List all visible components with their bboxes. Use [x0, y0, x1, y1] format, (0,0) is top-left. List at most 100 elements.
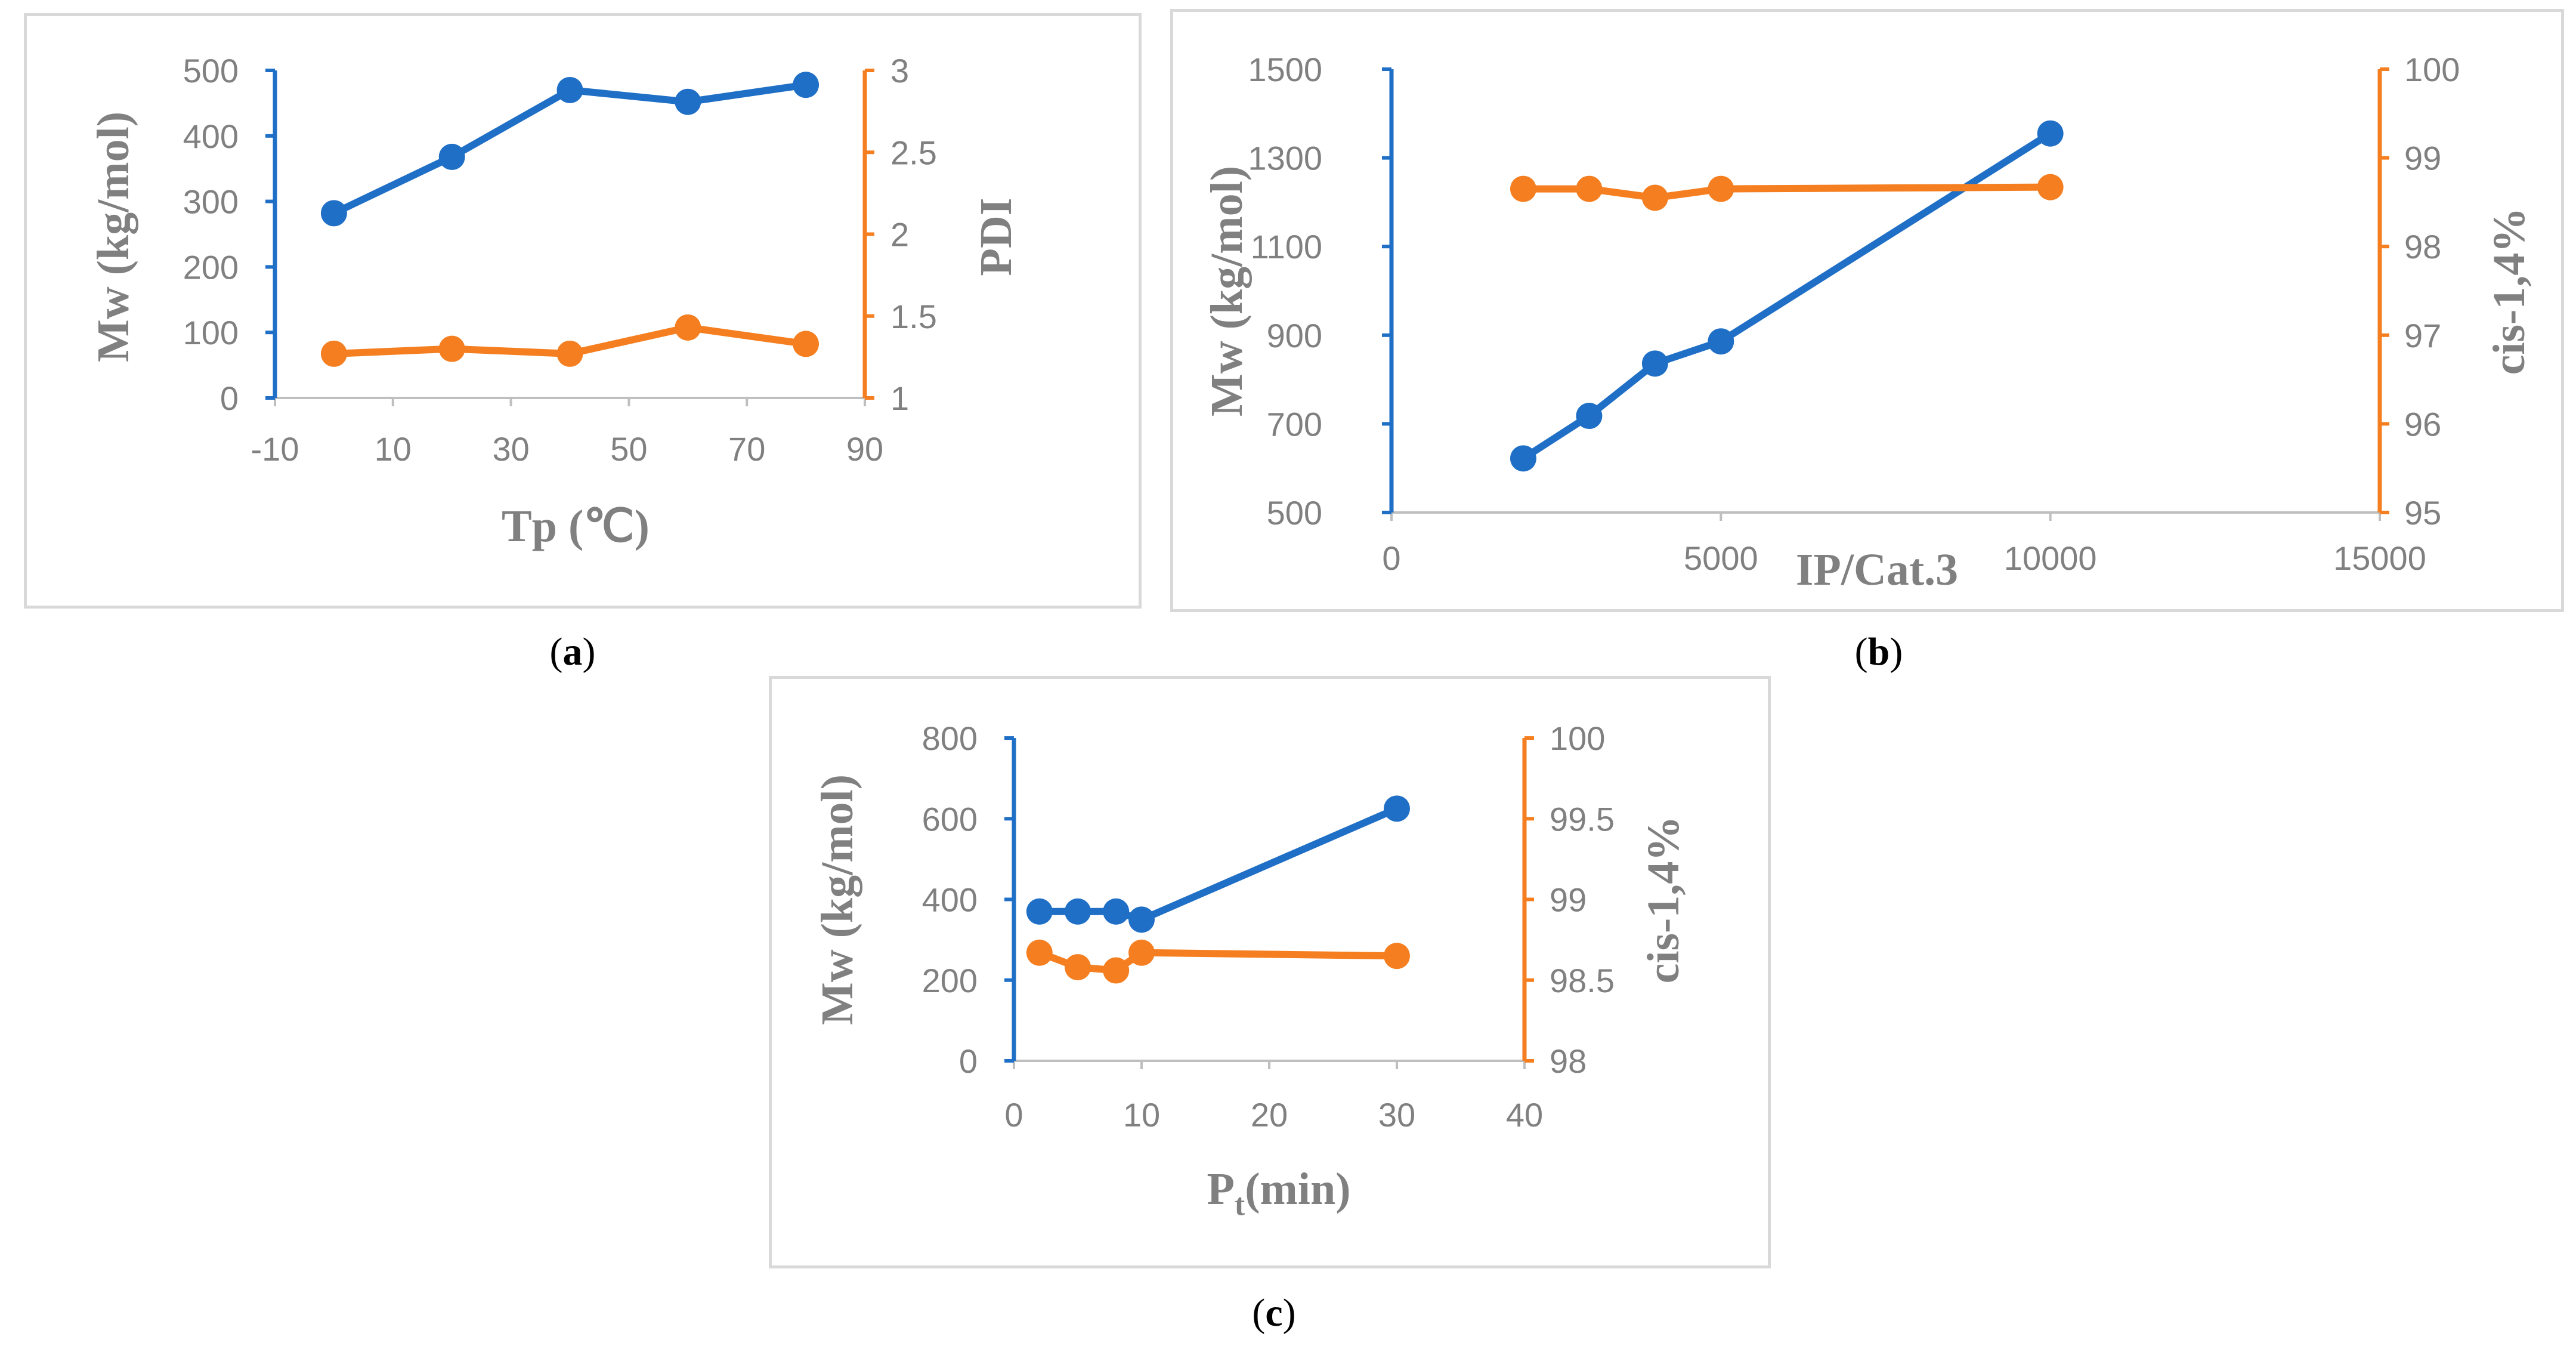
right-y-tick-label: 97 — [2404, 317, 2441, 354]
caption-b: (b) — [1789, 629, 1968, 675]
left-y-tick-label: 200 — [183, 248, 239, 286]
right-y-tick-label: 98.5 — [1550, 962, 1615, 999]
right-y-tick-label: 99 — [2404, 140, 2441, 177]
right-y-tick-label: 100 — [2404, 51, 2460, 88]
left-y-axis-title: Mw (kg/mol) — [812, 774, 862, 1025]
right-y-tick-label: 100 — [1550, 720, 1605, 757]
right-data-point — [1576, 175, 1603, 202]
x-axis-title-tail: (min) — [1245, 1164, 1350, 1214]
right-data-point — [1065, 954, 1091, 981]
chart-a-svg: -10 10 30 50 70 90 0 100 200 300 400 500 1 1.5 2 2.5 3 Mw… — [88, 52, 1021, 551]
left-y-axis-title: Mw (kg/mol) — [88, 112, 138, 362]
left-y-tick-label: 400 — [922, 881, 978, 919]
mw-data-point — [320, 200, 347, 227]
x-tick-label: 20 — [1251, 1096, 1288, 1134]
left-y-axis-title: Mw (kg/mol) — [1202, 166, 1252, 416]
x-tick-label: 50 — [610, 430, 647, 468]
x-tick-label: 30 — [1378, 1096, 1415, 1134]
right-y-tick-label: 96 — [2404, 405, 2441, 443]
right-data-point — [1384, 943, 1410, 970]
x-axis-title: IP/Cat.3 — [1796, 545, 1958, 595]
left-y-tick-label: 0 — [959, 1042, 978, 1080]
right-data-point — [438, 335, 465, 362]
x-tick-label: 15000 — [2333, 539, 2426, 577]
right-data-point — [1103, 957, 1130, 984]
mw-series-line — [1039, 805, 1399, 924]
right-y-tick-label: 95 — [2404, 494, 2441, 532]
mw-series-line — [1521, 130, 2052, 462]
left-y-tick-label: 1100 — [1251, 228, 1322, 266]
x-tick-label: 0 — [1382, 539, 1400, 577]
mw-data-point — [556, 76, 583, 103]
left-y-tick-label: 300 — [183, 183, 239, 221]
right-y-tick-label: 98 — [2404, 228, 2441, 266]
mw-data-point — [1026, 898, 1053, 925]
right-y-tick-label: 1 — [890, 379, 909, 417]
mw-data-point — [1708, 328, 1734, 355]
right-data-point — [556, 340, 583, 367]
right-data-point — [675, 314, 701, 341]
caption-c-open: ( — [1252, 1291, 1266, 1335]
right-y-axis-title: cis-1,4% — [1638, 816, 1689, 984]
left-y-tick-label: 600 — [922, 800, 978, 838]
caption-b-letter: b — [1867, 630, 1890, 674]
right-y-tick-label: 99 — [1550, 881, 1587, 919]
mw-data-point — [2037, 120, 2064, 147]
right-data-point — [2037, 174, 2064, 200]
x-axis-title: Tp (℃) — [502, 501, 650, 551]
mw-series-line — [332, 81, 806, 217]
caption-a: (a) — [483, 629, 662, 675]
right-y-tick-label: 1.5 — [890, 298, 937, 335]
left-y-tick-label: 0 — [220, 379, 239, 417]
left-y-tick-label: 900 — [1267, 317, 1322, 354]
x-tick-label: 40 — [1506, 1096, 1543, 1134]
mw-data-point — [1065, 898, 1091, 925]
caption-c: (c) — [1185, 1291, 1363, 1336]
left-y-tick-label: 100 — [183, 314, 239, 351]
mw-data-point — [675, 88, 701, 115]
right-data-point — [1128, 939, 1155, 966]
right-data-point — [1708, 175, 1734, 202]
caption-c-letter: c — [1265, 1291, 1283, 1335]
left-y-tick-label: 800 — [922, 720, 978, 757]
left-y-tick-label: 700 — [1267, 405, 1322, 443]
x-tick-label: 30 — [492, 430, 529, 468]
left-y-tick-label: 200 — [922, 962, 978, 999]
caption-b-close: ) — [1890, 630, 1903, 674]
right-data-point — [320, 340, 347, 367]
x-tick-label: -10 — [251, 430, 299, 468]
x-axis-title: Pt(min) — [1207, 1164, 1350, 1222]
mw-data-point — [1510, 445, 1536, 472]
x-tick-label: 5000 — [1684, 539, 1758, 577]
x-tick-label: 0 — [1004, 1096, 1023, 1134]
right-y-tick-label: 3 — [890, 52, 909, 89]
chart-panel-b: 0 5000 10000 15000 500 700 900 1100 1300 1500 95 96… — [1170, 9, 2564, 612]
chart-b-svg: 0 5000 10000 15000 500 700 900 1100 1300 1500 95 96… — [1202, 51, 2534, 595]
x-tick-label: 90 — [846, 430, 883, 468]
left-y-tick-label: 500 — [183, 52, 239, 89]
chart-panel-c: 0 10 20 30 40 0 200 400 600 800 98 98.5 99 99.5 100 Mw … — [769, 676, 1771, 1268]
right-y-axis-title: cis-1,4% — [2484, 208, 2534, 375]
right-data-point — [1510, 175, 1536, 202]
right-y-tick-label: 99.5 — [1550, 800, 1615, 838]
right-data-point — [1641, 184, 1668, 211]
x-axis-title-main: P — [1207, 1164, 1234, 1214]
x-tick-label: 10 — [375, 430, 412, 468]
right-y-tick-label: 98 — [1550, 1042, 1587, 1080]
right-y-axis-title: PDI — [971, 198, 1021, 276]
right-y-tick-label: 2 — [890, 216, 909, 254]
x-axis-title-sub: t — [1235, 1188, 1245, 1222]
x-tick-label: 70 — [728, 430, 765, 468]
x-tick-label: 10000 — [2004, 539, 2097, 577]
mw-data-point — [1128, 906, 1155, 933]
x-tick-label: 10 — [1123, 1096, 1160, 1134]
mw-data-point — [793, 72, 820, 98]
left-y-tick-label: 500 — [1267, 494, 1322, 532]
mw-data-point — [438, 143, 465, 170]
caption-a-close: ) — [582, 630, 596, 674]
left-y-tick-label: 1500 — [1248, 51, 1322, 88]
mw-data-point — [1103, 898, 1130, 925]
left-y-tick-label: 400 — [183, 118, 239, 155]
left-y-tick-label: 1300 — [1248, 140, 1322, 177]
chart-panel-a: -10 10 30 50 70 90 0 100 200 300 400 500 1 1.5 2 2.5 3 Mw… — [24, 13, 1142, 609]
